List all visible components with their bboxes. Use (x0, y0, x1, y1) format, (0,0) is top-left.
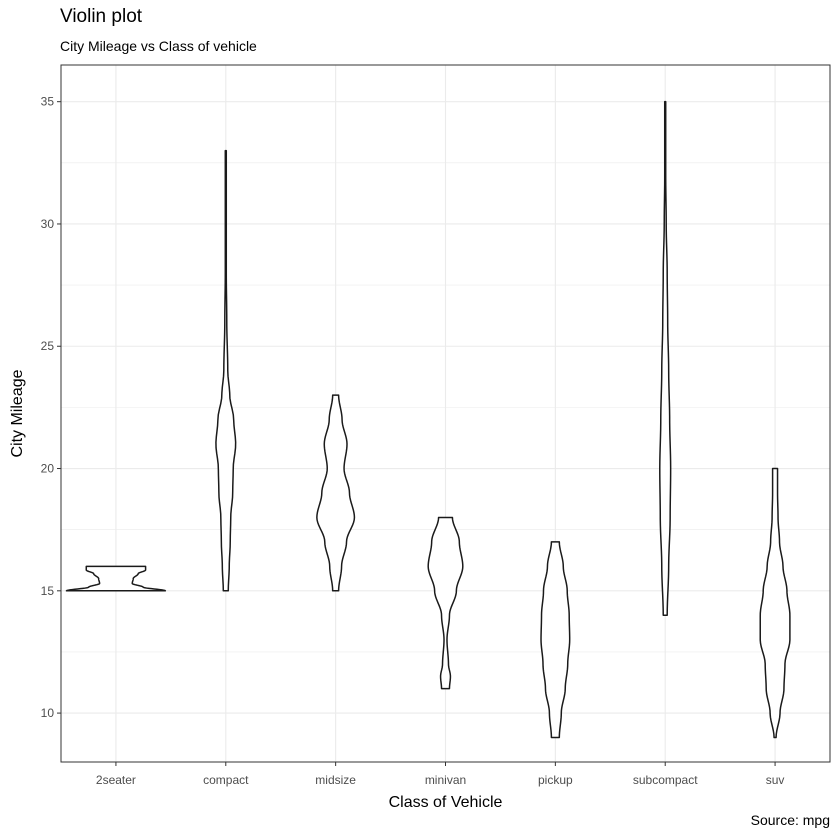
y-tick-label: 20 (41, 462, 55, 476)
violin-compact (215, 149, 237, 592)
x-tick-label: suv (766, 773, 785, 787)
chart-caption: Source: mpg (750, 812, 830, 828)
chart-subtitle: City Mileage vs Class of vehicle (60, 38, 257, 54)
x-tick-label: midsize (315, 773, 356, 787)
x-tick-label: pickup (538, 773, 573, 787)
y-tick-label: 30 (41, 217, 55, 231)
x-axis-title: Class of Vehicle (389, 794, 503, 811)
violin-midsize (316, 394, 356, 592)
x-tick-label: subcompact (633, 773, 698, 787)
violin-pickup (540, 541, 571, 739)
violin-minivan (427, 516, 464, 690)
violin-2seater (65, 565, 167, 592)
y-tick-label: 25 (41, 339, 55, 353)
violins-layer (65, 100, 791, 739)
violin-suv (759, 467, 791, 739)
x-axis: 2seater compact midsize minivan pickup subcom… (96, 762, 785, 787)
x-tick-label: compact (203, 773, 249, 787)
y-tick-label: 15 (41, 584, 55, 598)
x-tick-label: minivan (425, 773, 466, 787)
chart-title: Violin plot (60, 6, 143, 27)
violin-subcompact (659, 100, 672, 617)
y-tick-label: 10 (41, 706, 55, 720)
y-axis: 10 15 20 25 30 35 (41, 95, 61, 720)
x-tick-label: 2seater (96, 773, 136, 787)
y-tick-label: 35 (41, 95, 55, 109)
y-axis-title: City Mileage (9, 369, 26, 457)
